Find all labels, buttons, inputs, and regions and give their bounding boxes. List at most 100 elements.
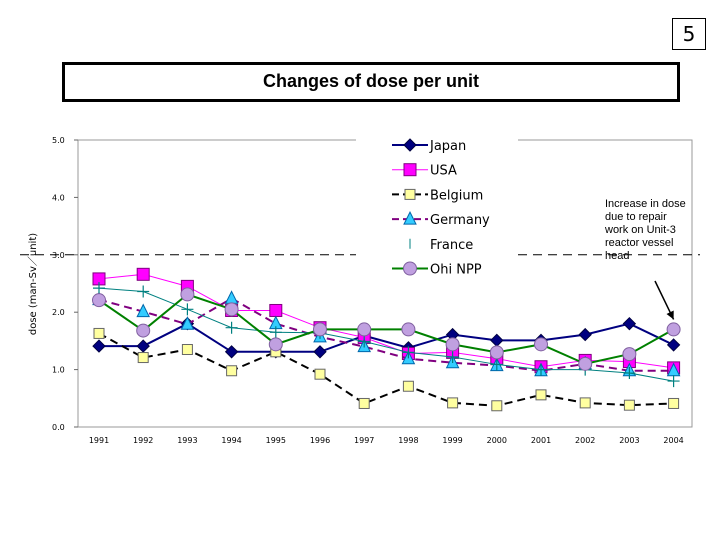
data-point [224, 302, 239, 317]
data-point [445, 337, 460, 352]
legend-entry: Belgium [392, 188, 483, 203]
legend-entry: USA [392, 163, 457, 179]
x-tick-label: 1993 [177, 436, 197, 445]
series-line [99, 322, 675, 353]
data-point [181, 303, 194, 316]
data-point [226, 365, 238, 377]
data-point [579, 397, 591, 409]
y-tick-label: 1.0 [52, 366, 65, 375]
x-tick-label: 2003 [619, 436, 639, 445]
y-tick-label: 0.0 [52, 423, 65, 432]
data-point [401, 322, 416, 337]
data-point [224, 345, 239, 359]
data-point [181, 344, 193, 356]
legend-marker [403, 163, 417, 177]
data-point [402, 346, 415, 359]
data-point [137, 352, 149, 364]
series-ohi-npp [92, 287, 681, 371]
data-point [535, 363, 547, 376]
x-tick-label: 1999 [442, 436, 462, 445]
data-point [623, 399, 635, 411]
data-point [666, 338, 681, 352]
chart-title: Changes of dose per unit [262, 71, 480, 91]
data-point [313, 345, 327, 359]
data-point [137, 285, 150, 298]
x-tick-label: 2001 [531, 436, 551, 445]
data-point [93, 282, 105, 295]
data-point [180, 316, 195, 330]
data-point [93, 327, 105, 339]
annotation-line: head [605, 250, 630, 262]
annotation-arrowhead [666, 310, 674, 320]
series-line [98, 287, 674, 382]
legend-entry: France [409, 238, 473, 253]
y-tick-label: 5.0 [52, 136, 65, 145]
legend-marker [403, 261, 417, 276]
legend-entry: Ohi NPP [392, 261, 482, 278]
data-point [136, 267, 150, 281]
data-point [92, 293, 106, 308]
legend-label: USA [430, 164, 457, 179]
data-point [314, 368, 326, 380]
x-tick-label: 2004 [663, 436, 683, 445]
data-point [136, 303, 151, 318]
annotation-line: due to repair [605, 211, 667, 223]
data-point [136, 323, 151, 338]
data-point [666, 322, 681, 337]
y-tick-label: 4.0 [52, 193, 65, 202]
data-point [268, 337, 283, 352]
data-point [402, 380, 414, 392]
x-tick-label: 1994 [221, 436, 241, 445]
data-point [668, 397, 680, 409]
data-point [446, 350, 459, 363]
legend-entry: Japan [392, 138, 466, 154]
x-tick-label: 2000 [487, 436, 507, 445]
data-point [622, 347, 637, 362]
data-point [447, 397, 459, 409]
data-point [92, 339, 106, 353]
x-tick-label: 1991 [89, 436, 109, 445]
data-point [491, 400, 503, 412]
data-point [358, 335, 371, 348]
legend-label: Japan [429, 139, 466, 154]
series-belgium [93, 327, 680, 412]
data-point [534, 337, 548, 352]
x-tick-label: 2002 [575, 436, 595, 445]
x-tick-label: 1996 [310, 436, 330, 445]
data-point [489, 345, 504, 360]
data-point [623, 367, 636, 380]
data-point [578, 356, 593, 371]
legend-label: France [430, 238, 473, 253]
annotation-line: reactor vessel [605, 237, 674, 249]
annotation-line: work on Unit-3 [605, 224, 676, 236]
data-point [578, 327, 592, 342]
data-point [358, 397, 370, 409]
series-line [98, 293, 675, 365]
data-point [622, 316, 637, 331]
series-line [98, 332, 674, 407]
data-point [490, 358, 503, 371]
annotation-line: Increase in dose [605, 198, 686, 210]
data-point [535, 389, 547, 401]
annotation-note: Increase in dose due to repair work on U… [605, 198, 705, 263]
x-tick-label: 1998 [398, 436, 418, 445]
x-tick-label: 1992 [133, 436, 153, 445]
page-number: 5 [672, 18, 706, 50]
series-line [98, 297, 674, 372]
title-box: Changes of dose per unit [62, 62, 680, 102]
data-point [180, 287, 195, 302]
data-point [225, 321, 238, 334]
data-point [667, 375, 680, 388]
data-point [269, 303, 283, 317]
data-point [313, 322, 327, 337]
x-tick-label: 1997 [354, 436, 374, 445]
legend-label: Ohi NPP [430, 263, 482, 278]
legend-marker [403, 138, 417, 152]
y-axis-label: dose (man-Sv／unit) [27, 233, 39, 335]
x-tick-label: 1995 [266, 436, 286, 445]
legend-label: Belgium [430, 188, 483, 203]
legend-box [356, 132, 518, 282]
legend-marker [404, 188, 416, 200]
legend-entry: Germany [392, 210, 490, 228]
